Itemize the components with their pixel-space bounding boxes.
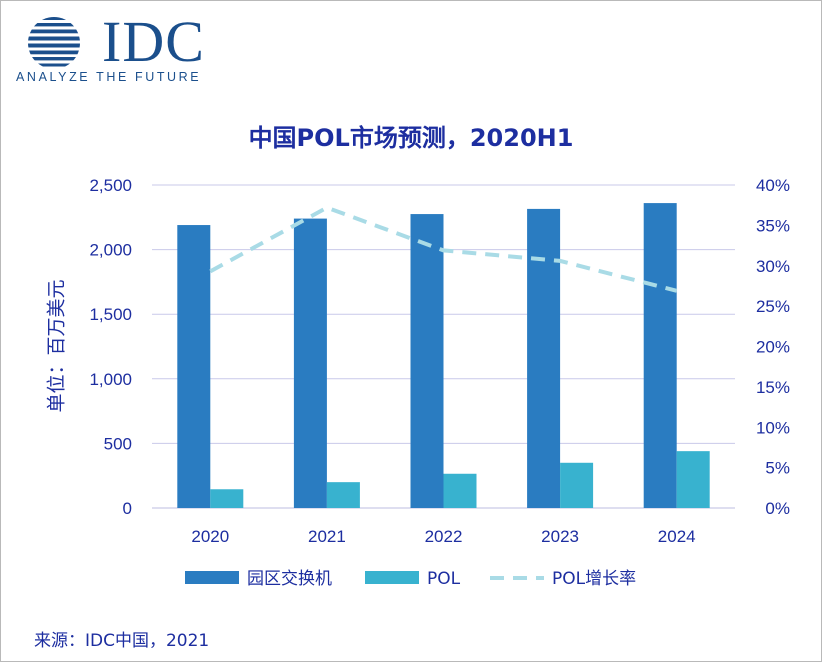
legend-pol-swatch xyxy=(365,571,419,584)
y-tick-label: 2,500 xyxy=(89,176,132,195)
growth-line xyxy=(209,205,678,293)
x-tick-label: 2022 xyxy=(425,527,463,546)
y-tick-label: 1,500 xyxy=(89,305,132,324)
legend-switch-swatch xyxy=(185,571,239,584)
bar-pol xyxy=(210,489,244,508)
x-tick-label: 2021 xyxy=(308,527,346,546)
y-right-tick-label: 20% xyxy=(756,338,790,357)
y-tick-label: 1,000 xyxy=(89,370,132,389)
source-note: 来源：IDC中国，2021 xyxy=(34,631,210,651)
bar-switch xyxy=(527,208,561,509)
bar-pol xyxy=(560,462,594,508)
bar-pol xyxy=(676,451,710,508)
bar-switch xyxy=(293,218,327,509)
x-tick-label: 2024 xyxy=(658,527,696,546)
y-right-tick-label: 10% xyxy=(756,418,790,437)
y-tick-label: 0 xyxy=(123,499,132,518)
logo-tagline: ANALYZE THE FUTURE xyxy=(16,70,202,84)
y-right-tick-label: 40% xyxy=(756,176,790,195)
y-right-tick-label: 30% xyxy=(756,257,790,276)
x-tick-label: 2020 xyxy=(191,527,229,546)
legend-switch-label: 园区交换机 xyxy=(247,569,332,589)
bar-switch xyxy=(643,203,677,508)
bar-switch xyxy=(177,225,211,508)
y-right-tick-label: 5% xyxy=(765,459,790,478)
idc-logo: IDC ANALYZE THE FUTURE xyxy=(14,9,214,86)
y-tick-label: 500 xyxy=(104,434,132,453)
bar-pol xyxy=(326,482,360,508)
legend-pol-label: POL xyxy=(427,569,461,589)
y-right-tick-label: 35% xyxy=(756,216,790,235)
bar-switch xyxy=(410,214,444,508)
chart-title: 中国POL市场预测，2020H1 xyxy=(248,124,574,152)
x-tick-label: 2023 xyxy=(541,527,579,546)
y-right-tick-label: 15% xyxy=(756,378,790,397)
bar-pol xyxy=(443,473,477,508)
y-right-tick-label: 0% xyxy=(765,499,790,518)
y-right-tick-label: 25% xyxy=(756,297,790,316)
y-tick-label: 2,000 xyxy=(89,241,132,260)
legend-growth-label: POL增长率 xyxy=(552,569,636,589)
globe-icon xyxy=(28,17,80,67)
logo-wordmark: IDC xyxy=(102,9,205,74)
